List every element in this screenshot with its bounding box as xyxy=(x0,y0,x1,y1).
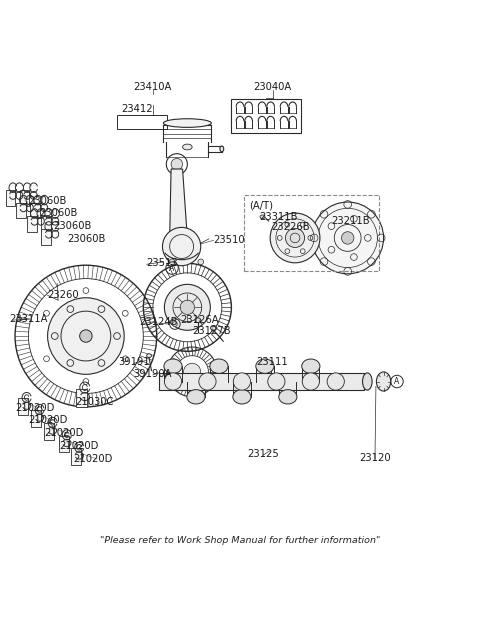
Circle shape xyxy=(286,228,305,247)
Text: 23311B: 23311B xyxy=(259,213,298,222)
Ellipse shape xyxy=(233,389,251,404)
Bar xyxy=(59,436,69,452)
Circle shape xyxy=(327,373,344,390)
Bar xyxy=(231,99,301,133)
Text: A: A xyxy=(169,264,175,272)
Text: A: A xyxy=(395,377,400,386)
Bar xyxy=(44,423,54,440)
Bar xyxy=(117,115,167,129)
Bar xyxy=(18,398,28,415)
Text: 23311A: 23311A xyxy=(9,314,48,325)
Ellipse shape xyxy=(279,389,297,404)
Ellipse shape xyxy=(163,119,211,127)
Circle shape xyxy=(341,231,354,244)
Bar xyxy=(41,229,51,245)
Text: 23060B: 23060B xyxy=(28,196,67,206)
Circle shape xyxy=(302,373,320,390)
Circle shape xyxy=(233,373,251,390)
Circle shape xyxy=(164,373,181,390)
Text: 23060B: 23060B xyxy=(53,221,92,231)
Bar xyxy=(76,389,87,406)
Ellipse shape xyxy=(187,389,205,404)
Circle shape xyxy=(171,159,182,170)
Text: 23513: 23513 xyxy=(147,258,178,268)
Ellipse shape xyxy=(220,146,224,152)
Text: 23412: 23412 xyxy=(121,104,153,114)
Ellipse shape xyxy=(210,359,228,374)
Text: 21020D: 21020D xyxy=(15,403,54,413)
Circle shape xyxy=(268,373,285,390)
Text: 23111: 23111 xyxy=(257,357,288,367)
Ellipse shape xyxy=(256,359,274,374)
Bar xyxy=(41,216,51,231)
Text: 39191: 39191 xyxy=(118,357,150,367)
Circle shape xyxy=(270,213,320,263)
Bar xyxy=(30,203,40,218)
Ellipse shape xyxy=(182,144,192,150)
Text: 21030C: 21030C xyxy=(75,397,113,406)
Text: 23211B: 23211B xyxy=(331,216,370,226)
Text: 21020D: 21020D xyxy=(59,441,98,451)
Text: "Please refer to Work Shop Manual for further information": "Please refer to Work Shop Manual for fu… xyxy=(100,536,380,545)
Text: 23260: 23260 xyxy=(48,290,79,300)
Text: 21020D: 21020D xyxy=(28,415,68,425)
Ellipse shape xyxy=(195,318,201,323)
Ellipse shape xyxy=(269,361,273,364)
Bar xyxy=(158,373,364,390)
Circle shape xyxy=(172,321,177,326)
Ellipse shape xyxy=(302,359,320,374)
Text: 23127B: 23127B xyxy=(192,326,230,336)
Text: 39190A: 39190A xyxy=(133,369,172,379)
Ellipse shape xyxy=(17,318,22,321)
Ellipse shape xyxy=(376,372,391,391)
Bar xyxy=(16,203,25,218)
Bar xyxy=(244,195,379,272)
Text: 23040A: 23040A xyxy=(253,82,292,92)
Bar xyxy=(71,448,81,465)
Text: (A/T): (A/T) xyxy=(250,201,274,210)
Ellipse shape xyxy=(164,359,182,374)
Text: 23125: 23125 xyxy=(247,449,279,459)
Text: 23126A: 23126A xyxy=(180,315,218,325)
Circle shape xyxy=(48,298,124,374)
Ellipse shape xyxy=(260,215,265,219)
Bar xyxy=(6,190,15,206)
Circle shape xyxy=(162,228,201,265)
Text: 23410A: 23410A xyxy=(134,82,172,92)
Circle shape xyxy=(80,330,92,342)
Text: 23060B: 23060B xyxy=(68,235,106,244)
Polygon shape xyxy=(169,169,187,238)
Ellipse shape xyxy=(147,353,152,357)
Ellipse shape xyxy=(166,249,170,253)
Circle shape xyxy=(164,284,210,330)
Circle shape xyxy=(183,364,201,381)
Ellipse shape xyxy=(211,326,217,330)
Circle shape xyxy=(312,202,384,274)
Bar xyxy=(20,190,29,206)
Text: 21020D: 21020D xyxy=(44,428,83,438)
Bar xyxy=(27,216,36,231)
Text: 23510: 23510 xyxy=(214,235,245,245)
Circle shape xyxy=(199,373,216,390)
Text: 23120: 23120 xyxy=(359,453,391,463)
Text: 23226B: 23226B xyxy=(271,223,310,232)
Circle shape xyxy=(198,259,204,265)
Circle shape xyxy=(169,259,175,265)
Text: 23060B: 23060B xyxy=(39,208,77,218)
Bar xyxy=(31,410,41,426)
Ellipse shape xyxy=(362,373,372,390)
Text: 23124B: 23124B xyxy=(139,317,178,327)
Circle shape xyxy=(180,300,194,314)
Text: 21020D: 21020D xyxy=(73,454,113,464)
